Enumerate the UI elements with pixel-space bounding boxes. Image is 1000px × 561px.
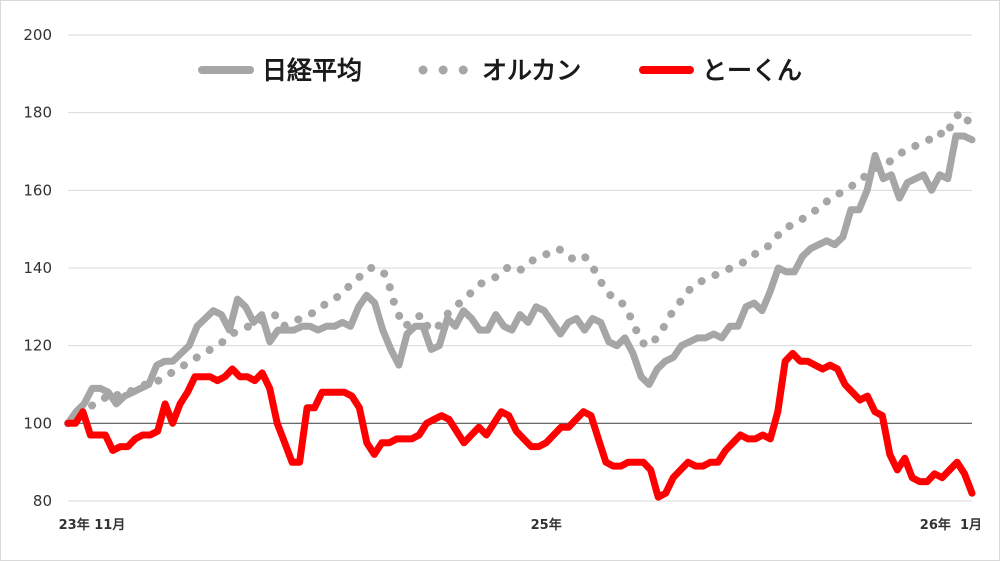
series-lines [64, 108, 976, 501]
y-tick-label: 80 [33, 492, 52, 510]
y-tick-label: 160 [23, 181, 52, 199]
legend-label: オルカン [482, 56, 581, 85]
legend: 日経平均 オルカン とーくん [198, 56, 802, 85]
series-line-tokun [64, 349, 976, 501]
legend-label: 日経平均 [262, 56, 362, 85]
x-tick-label: 26年 1月 [920, 517, 982, 533]
series-line-nikkei [64, 132, 976, 427]
y-axis-ticks: 80 100 120 140 160 180 200 [23, 26, 52, 510]
y-tick-label: 120 [23, 337, 52, 355]
series-line-orukan [64, 108, 976, 428]
y-tick-label: 140 [23, 259, 52, 277]
x-tick-label: 23年 11月 [59, 517, 126, 533]
y-tick-label: 180 [23, 104, 52, 122]
legend-label: とーくん [702, 56, 802, 85]
x-axis-ticks: 23年 11月 25年 26年 1月 [59, 517, 982, 533]
x-tick-label: 25年 [531, 517, 562, 533]
grid-lines [68, 34, 972, 502]
y-tick-label: 200 [23, 26, 52, 44]
y-tick-label: 100 [23, 414, 52, 432]
